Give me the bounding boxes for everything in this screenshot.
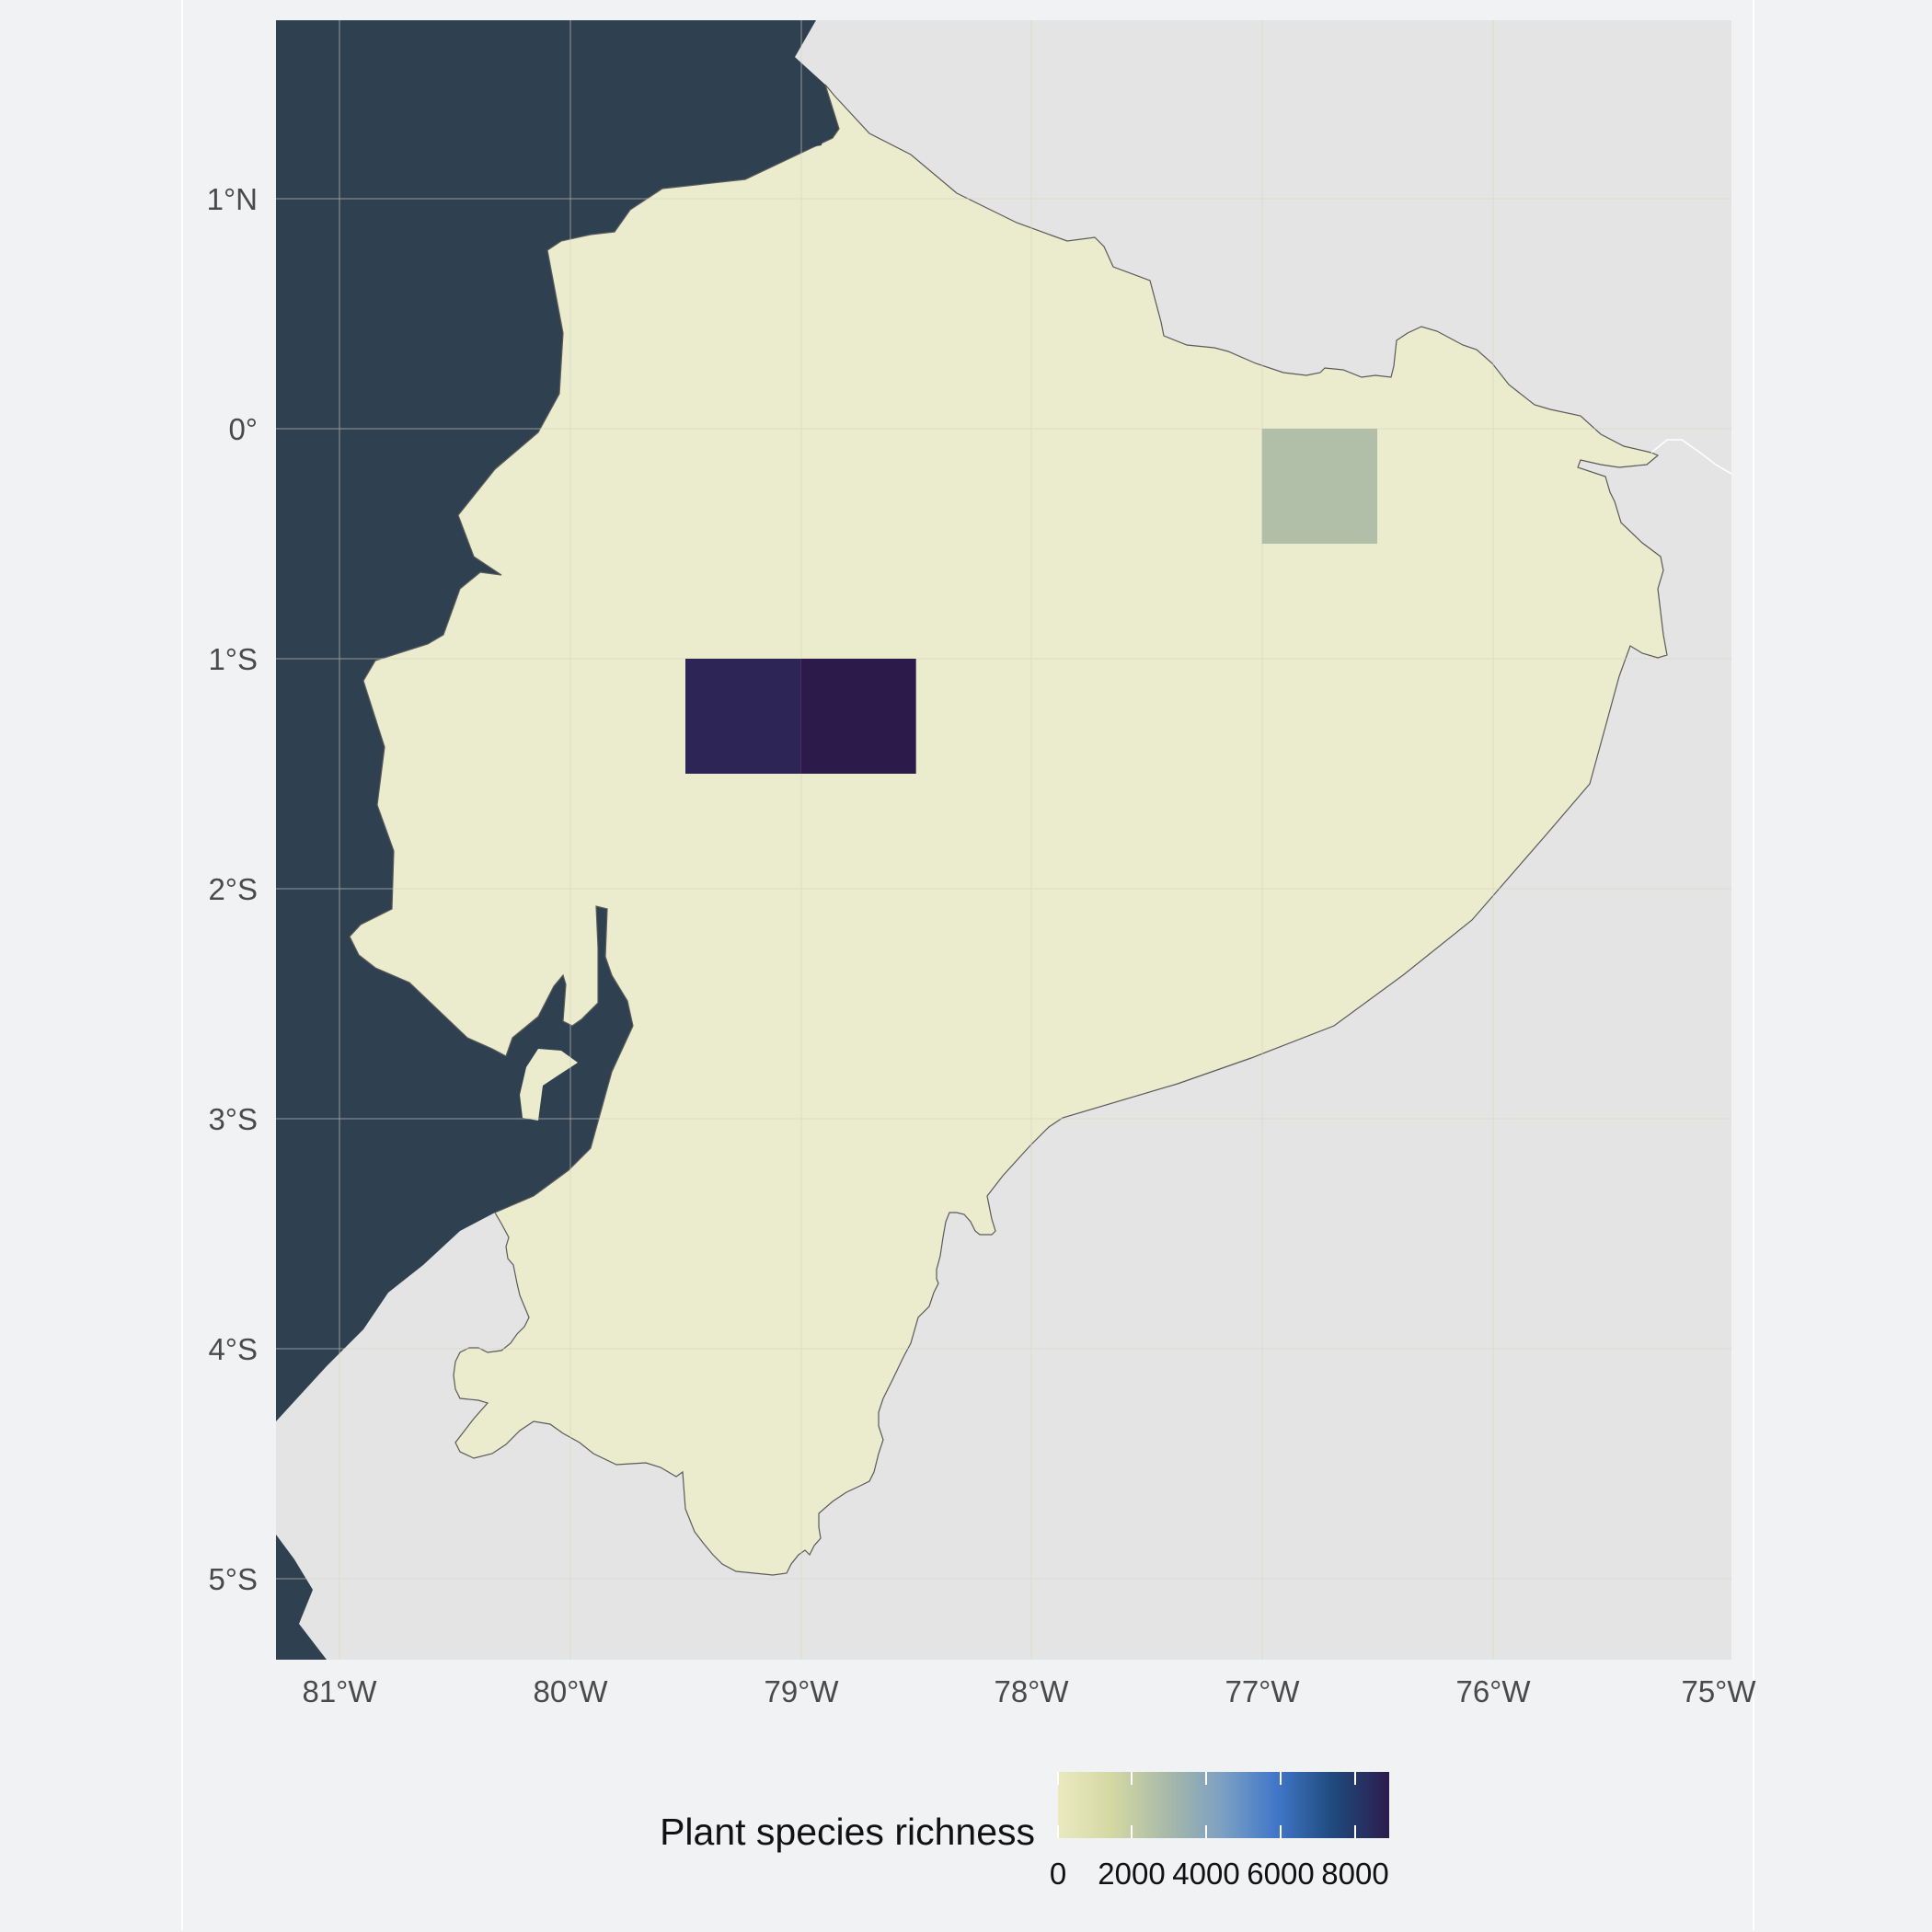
legend-title: Plant species richness — [660, 1811, 1035, 1853]
y-tick-label: 1°N — [207, 182, 258, 216]
pacific-ocean-south — [276, 1535, 327, 1660]
x-tick-label: 79°W — [764, 1674, 839, 1708]
legend: Plant species richness 0 2000 4000 6000 … — [660, 1772, 1389, 1891]
y-tick-label: 4°S — [208, 1332, 258, 1366]
richness-cell — [1261, 429, 1378, 544]
island-inner — [520, 1049, 578, 1121]
x-tick-label: 80°W — [533, 1674, 608, 1708]
neighbor-border — [1650, 439, 1731, 475]
y-tick-label: 0° — [228, 412, 258, 446]
legend-tick-label: 2000 — [1098, 1857, 1165, 1891]
x-tick-label: 77°W — [1225, 1674, 1300, 1708]
legend-colorbar — [1058, 1772, 1389, 1838]
legend-tick-label: 8000 — [1321, 1857, 1388, 1891]
x-tick-label: 81°W — [302, 1674, 377, 1708]
x-axis: 81°W 80°W 79°W 78°W 77°W 76°W 75°W — [302, 1674, 1756, 1708]
legend-tick-label: 6000 — [1247, 1857, 1314, 1891]
y-axis: 1°N 0° 1°S 2°S 3°S 4°S 5°S — [207, 182, 258, 1596]
richness-cell — [800, 659, 916, 774]
pacific-ocean — [276, 20, 839, 1421]
y-tick-label: 2°S — [208, 872, 258, 906]
legend-tick-label: 4000 — [1172, 1857, 1239, 1891]
richness-cell — [685, 659, 801, 774]
legend-tick-label: 0 — [1050, 1857, 1066, 1891]
y-tick-label: 1°S — [208, 642, 258, 676]
y-tick-label: 3°S — [208, 1102, 258, 1136]
graticule — [276, 20, 1731, 1660]
x-tick-label: 78°W — [994, 1674, 1069, 1708]
northern-inlet — [800, 118, 823, 147]
x-tick-label: 75°W — [1681, 1674, 1756, 1708]
y-tick-label: 5°S — [208, 1562, 258, 1596]
x-tick-label: 76°W — [1455, 1674, 1531, 1708]
